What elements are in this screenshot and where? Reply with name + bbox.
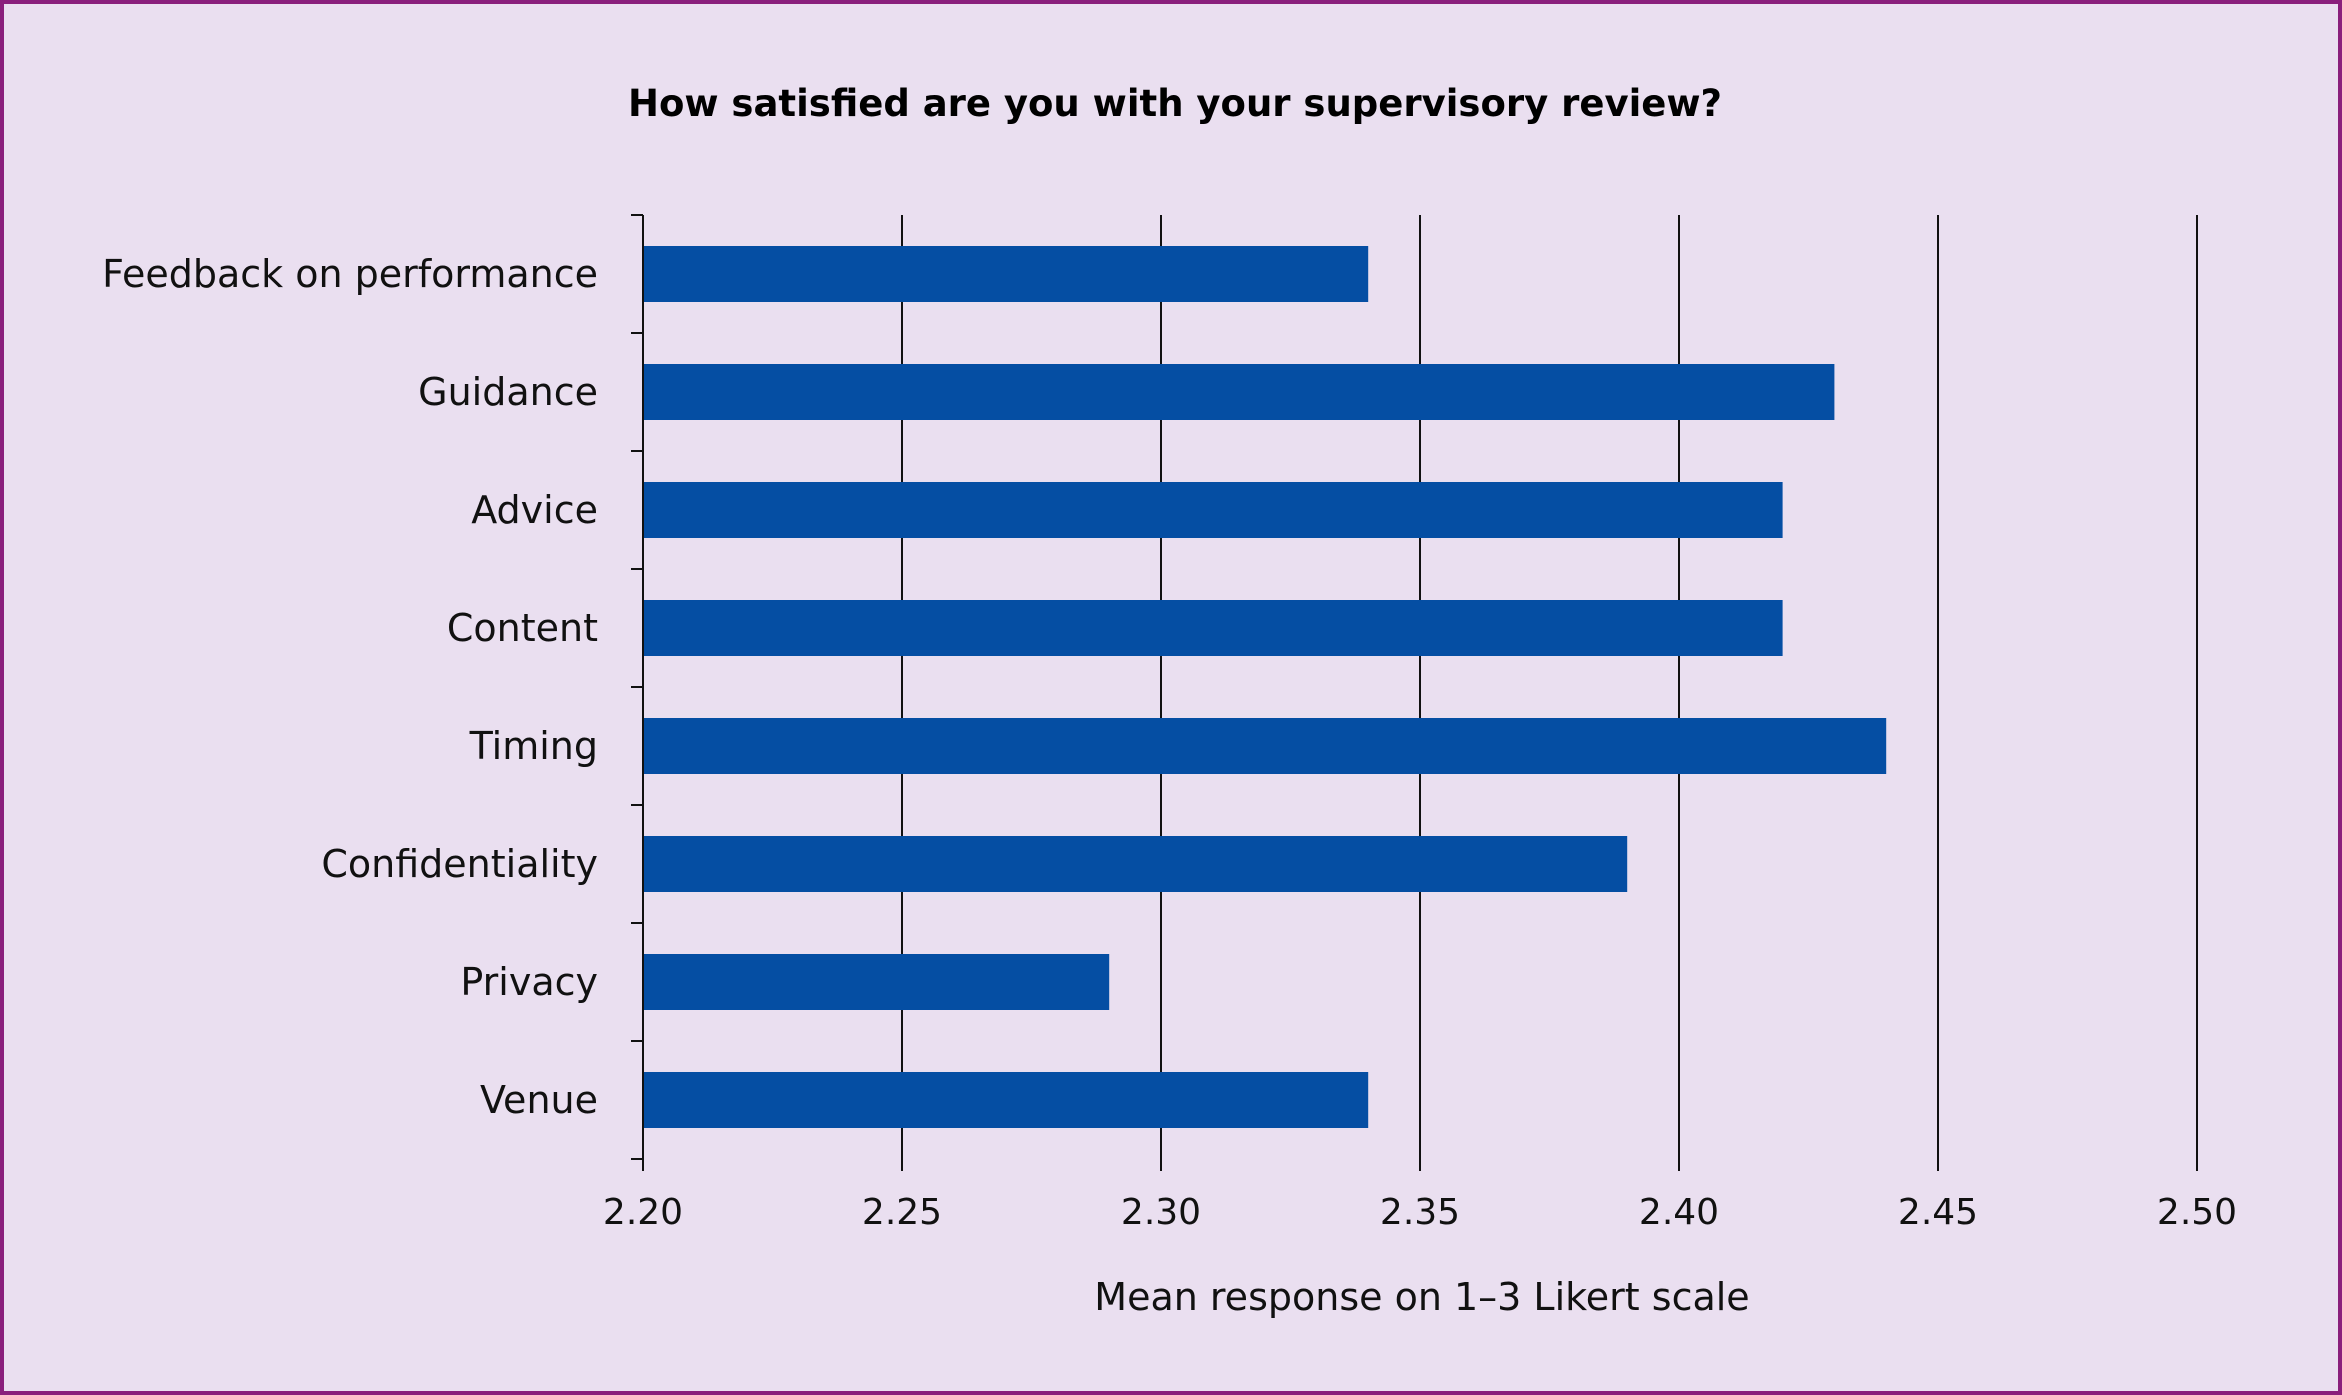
- bar: [643, 600, 1783, 656]
- x-tick-label: 2.20: [603, 1192, 683, 1233]
- x-tick-label: 2.40: [1639, 1192, 1719, 1233]
- category-label: Content: [447, 606, 598, 650]
- x-tick-label: 2.45: [1898, 1192, 1978, 1233]
- category-label: Confidentiality: [321, 842, 598, 886]
- x-tick-label: 2.50: [2157, 1192, 2237, 1233]
- category-labels: Feedback on performance Guidance Advice Con…: [102, 252, 598, 1122]
- x-tick-label: 2.35: [1380, 1192, 1460, 1233]
- bar: [643, 364, 1835, 420]
- x-axis-label: Mean response on 1–3 Likert scale: [1094, 1275, 1749, 1319]
- x-tick-label: 2.25: [862, 1192, 942, 1233]
- category-label: Advice: [471, 488, 598, 532]
- category-label: Timing: [469, 724, 598, 768]
- category-label: Venue: [480, 1078, 598, 1122]
- bar: [643, 718, 1887, 774]
- bars: [643, 246, 1887, 1128]
- bar: [643, 836, 1628, 892]
- chart-title: How satisfied are you with your supervis…: [627, 82, 1722, 125]
- category-label: Guidance: [418, 370, 598, 414]
- category-label: Feedback on performance: [102, 252, 598, 296]
- bar: [643, 482, 1783, 538]
- bar: [643, 1072, 1369, 1128]
- bar: [643, 246, 1369, 302]
- bar: [643, 954, 1110, 1010]
- x-tick-label: 2.30: [1121, 1192, 1201, 1233]
- category-label: Privacy: [460, 960, 598, 1004]
- tick-labels: 2.20 2.25 2.30 2.35 2.40 2.45 2.50: [603, 1192, 2237, 1233]
- gridlines: [901, 215, 2198, 1159]
- axes: [631, 214, 2198, 1171]
